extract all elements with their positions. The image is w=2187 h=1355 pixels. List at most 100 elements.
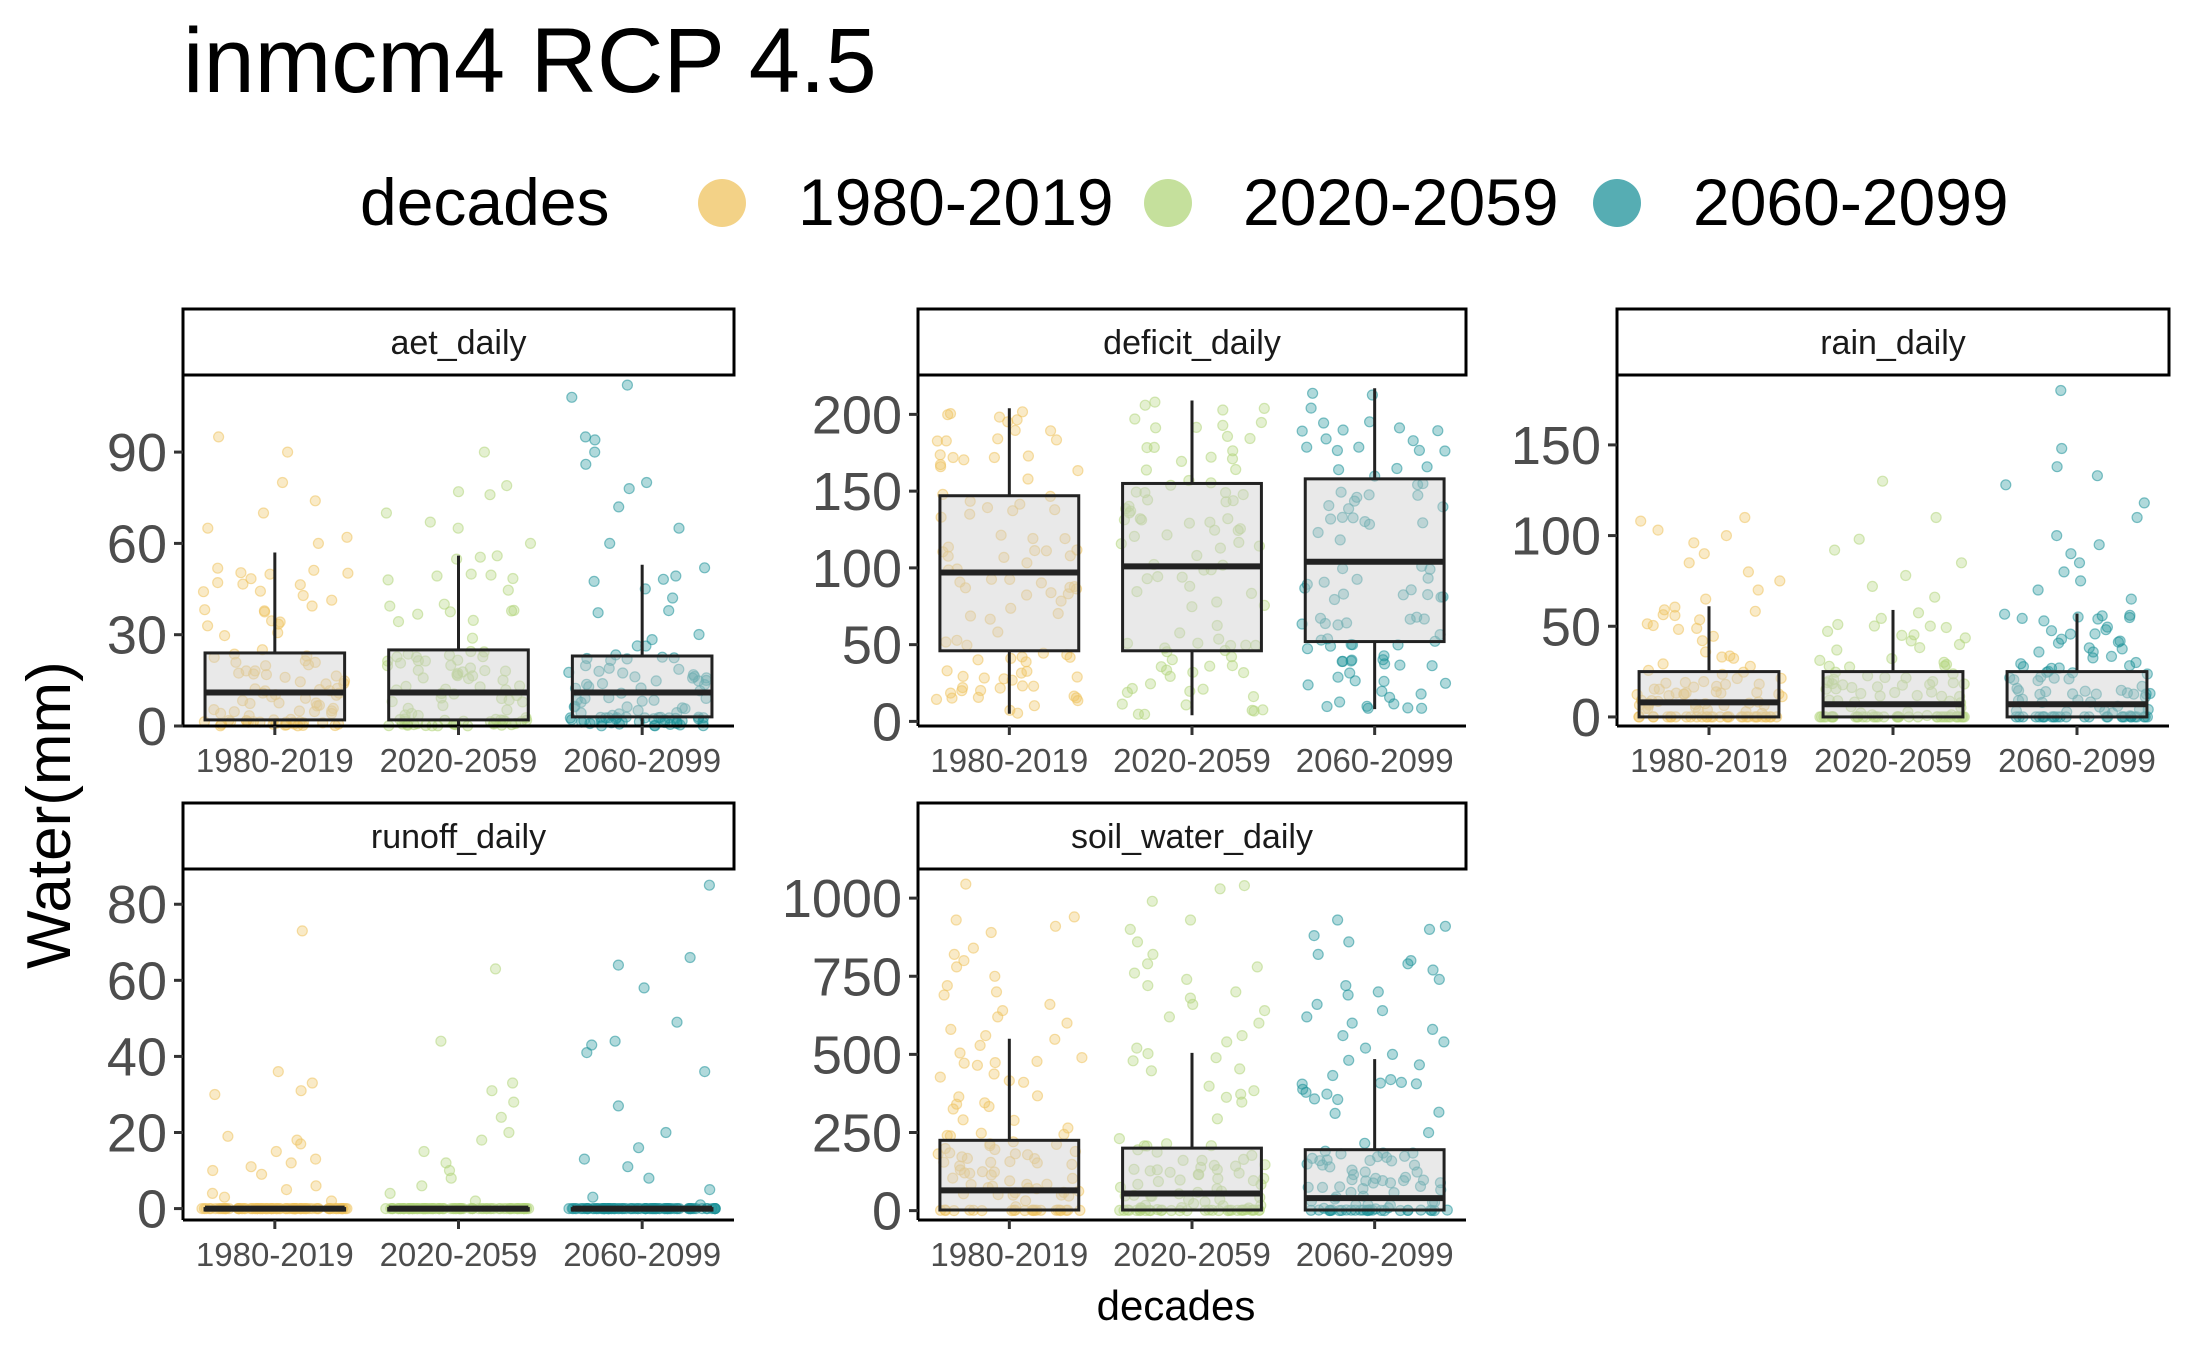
box-2020-2059 <box>387 1205 530 1212</box>
data-point <box>235 567 247 579</box>
outlier-point <box>306 1077 318 1089</box>
data-point <box>1896 679 1909 691</box>
outlier-point <box>990 986 1003 998</box>
outlier-point <box>310 1153 322 1165</box>
outlier-point <box>1214 883 1226 895</box>
outlier-point <box>280 1183 293 1196</box>
legend-key-2060-2099 <box>1593 179 1641 227</box>
outlier-point <box>310 1180 322 1192</box>
data-point <box>1347 512 1359 524</box>
outlier-point <box>296 925 308 937</box>
data-point <box>1376 1174 1389 1187</box>
x-tick-label: 2020-2059 <box>1113 1236 1271 1273</box>
data-point <box>1197 683 1209 695</box>
data-point <box>1045 587 1057 599</box>
y-tick-label: 90 <box>107 423 167 483</box>
data-point <box>942 541 955 553</box>
outlier-point <box>2091 470 2103 482</box>
data-point <box>1141 494 1154 506</box>
outlier-point <box>478 446 490 458</box>
outlier-point <box>222 1130 234 1142</box>
x-tick-label: 1980-2019 <box>930 1236 1088 1273</box>
data-point <box>1376 685 1388 697</box>
outlier-point <box>1402 958 1414 970</box>
data-point <box>992 626 1004 638</box>
data-point <box>2128 688 2140 700</box>
data-point <box>1044 425 1057 437</box>
facet-panels: aet_daily 0 30 60 90 1980-2019 2020-2059 2060-2… <box>107 307 2171 1273</box>
data-point <box>1397 589 1409 601</box>
data-point <box>1678 688 1690 700</box>
data-point <box>208 703 220 716</box>
y-tick-label: 0 <box>137 1180 167 1240</box>
outlier-point <box>506 1077 519 1089</box>
data-point <box>1232 524 1244 537</box>
outlier-point <box>1142 979 1154 992</box>
data-point <box>636 695 648 707</box>
outlier-point <box>1184 992 1197 1004</box>
data-point <box>1058 1128 1070 1141</box>
data-point <box>1195 1161 1207 1173</box>
data-point <box>1404 613 1416 625</box>
data-point <box>657 573 670 585</box>
y-tick-label: 0 <box>137 697 167 757</box>
data-point <box>1353 441 1365 453</box>
y-tick-label: 750 <box>812 947 902 1007</box>
data-point <box>942 409 954 421</box>
box-rect <box>938 1138 1081 1212</box>
strip-soil_water_daily <box>916 801 1468 871</box>
data-point <box>1422 572 1434 584</box>
outlier-point <box>703 879 716 891</box>
data-point <box>1332 619 1344 631</box>
outlier-point <box>1955 557 1968 569</box>
data-point <box>979 1097 991 1109</box>
data-point <box>1343 1054 1355 1066</box>
outlier-point <box>257 507 270 519</box>
data-point <box>1234 1063 1246 1075</box>
data-point <box>1174 1174 1186 1186</box>
data-point <box>215 707 227 720</box>
data-point <box>1017 1076 1030 1088</box>
data-point <box>1035 577 1048 589</box>
data-point <box>1164 670 1176 683</box>
data-point <box>445 659 457 672</box>
strip-rain_daily <box>1615 307 2171 377</box>
data-point <box>1300 1086 1312 1098</box>
data-point <box>1657 658 1669 670</box>
data-point <box>1332 1093 1344 1106</box>
data-point <box>1648 683 1660 695</box>
outlier-point <box>609 1035 621 1047</box>
outlier-point <box>612 959 625 971</box>
data-point <box>1323 500 1335 512</box>
data-point <box>2100 624 2112 636</box>
data-point <box>1896 629 1908 642</box>
data-point <box>1016 680 1029 692</box>
data-point <box>1214 542 1227 554</box>
outlier-point <box>989 970 1001 982</box>
data-point <box>1340 617 1353 629</box>
outlier-point <box>445 1172 457 1184</box>
box-2020-2059 <box>1121 1052 1263 1212</box>
data-point <box>302 659 315 671</box>
data-point <box>451 553 463 565</box>
data-point <box>1422 1126 1435 1139</box>
data-point <box>1007 505 1019 517</box>
data-point <box>1385 1155 1398 1167</box>
outlier-point <box>1061 1017 1073 1029</box>
box-1980-2019 <box>203 1205 347 1212</box>
legend-label-2060-2099: 2060-2099 <box>1693 165 2009 239</box>
data-point <box>1998 608 2011 620</box>
data-point <box>971 1059 984 1071</box>
outlier-point <box>1230 986 1242 998</box>
data-point <box>260 660 272 672</box>
data-point <box>1031 1157 1043 1169</box>
outlier-point <box>640 476 653 489</box>
outlier-point <box>384 1187 396 1200</box>
data-point <box>1022 473 1034 485</box>
data-point <box>308 705 321 718</box>
data-point <box>431 570 443 582</box>
data-point <box>1889 686 1901 699</box>
outlier-point <box>1068 911 1080 923</box>
outlier-point <box>1433 973 1445 986</box>
data-point <box>392 615 405 628</box>
